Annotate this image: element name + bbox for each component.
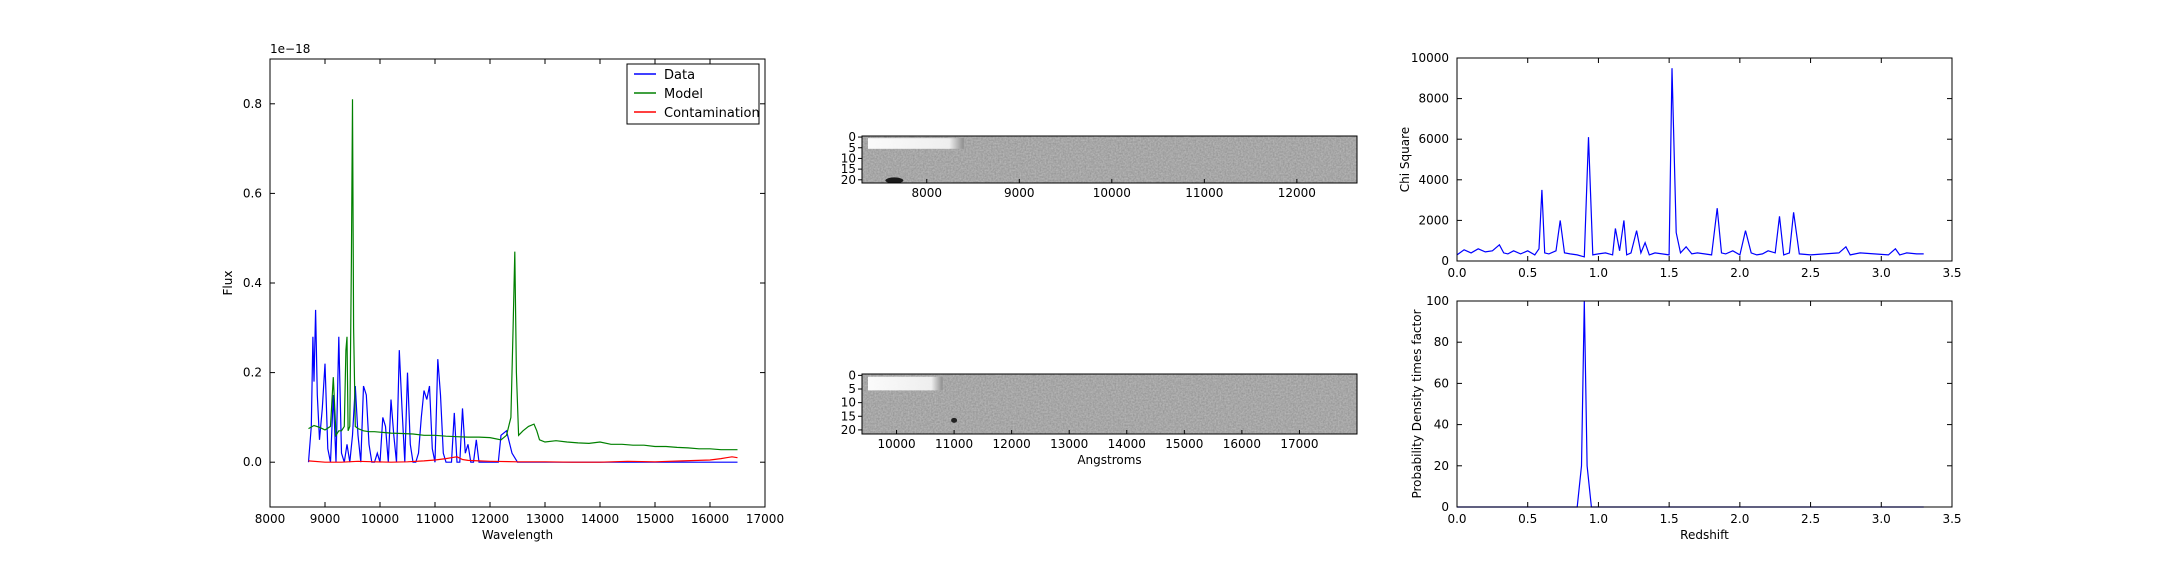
legend-label-contamination: Contamination [664, 106, 760, 121]
y-tick-label: 5 [848, 382, 856, 396]
x-tick-label: 1.5 [1660, 512, 1679, 526]
x-tick-label: 2.0 [1730, 512, 1749, 526]
x-tick-label: 11000 [416, 512, 454, 526]
y-tick-label: 2000 [1418, 213, 1449, 227]
x-tick-label: 0.0 [1447, 512, 1466, 526]
y-tick-label: 60 [1434, 376, 1449, 390]
x-tick-label: 2.5 [1801, 266, 1820, 280]
x-tick-label: 17000 [1280, 437, 1318, 451]
x-tick-label: 10000 [1093, 186, 1131, 200]
x-tick-label: 2.5 [1801, 512, 1820, 526]
legend-label-model: Model [664, 87, 703, 102]
series-line-model [308, 99, 738, 451]
2d-spectrum-bottom-panel: 10000 11000 12000 13000 14000 15000 16000 17000… [841, 368, 1358, 467]
series-line-contamination [308, 456, 738, 463]
series-line-0 [1456, 68, 1924, 258]
y-tick-label: 15 [841, 162, 856, 176]
x-tick-label: 1.0 [1589, 512, 1608, 526]
x-tick-label: 15000 [636, 512, 674, 526]
x-tick-label: 9000 [310, 512, 341, 526]
heatmap-dark-dot [951, 417, 958, 423]
x-tick-label: 16000 [1223, 437, 1261, 451]
y-tick-label: 0 [1441, 254, 1449, 268]
x-tick-label: 2.0 [1730, 266, 1749, 280]
x-tick-label: 11000 [1185, 186, 1223, 200]
legend-label-data: Data [664, 68, 695, 83]
y-tick-label: 8000 [1418, 92, 1449, 106]
plot-frame [861, 373, 1358, 435]
y-tick-label: 6000 [1418, 132, 1449, 146]
y-offset-text: 1e−18 [270, 42, 310, 56]
y-tick-label: 10 [841, 396, 856, 410]
heatmap-dark-blob [885, 177, 904, 184]
heatmap-bright-band [868, 376, 943, 391]
y-tick-label: 0.4 [243, 276, 262, 290]
legend: Data Model Contamination [626, 63, 760, 125]
y-axis-label: Chi Square [1398, 127, 1412, 192]
x-tick-label: 13000 [1050, 437, 1088, 451]
x-tick-label: 12000 [993, 437, 1031, 451]
x-tick-label: 0.5 [1518, 512, 1537, 526]
y-tick-label: 0.0 [243, 455, 262, 469]
y-tick-label: 0.8 [243, 97, 262, 111]
x-tick-label: 17000 [746, 512, 784, 526]
y-tick-label: 100 [1426, 294, 1449, 308]
y-tick-label: 20 [1434, 459, 1449, 473]
y-tick-label: 0 [848, 130, 856, 144]
chi-square-panel: 0.0 0.5 1.0 1.5 2.0 2.5 3.0 3.5 0 2000 4000 6000 800… [1398, 51, 1962, 280]
plot-frame [1456, 300, 1953, 508]
x-tick-label: 8000 [911, 186, 942, 200]
x-tick-label: 0.0 [1447, 266, 1466, 280]
x-tick-label: 14000 [1108, 437, 1146, 451]
x-tick-label: 3.0 [1872, 512, 1891, 526]
x-axis-label: Angstroms [1077, 453, 1141, 467]
x-tick-label: 10000 [361, 512, 399, 526]
x-tick-label: 1.5 [1660, 266, 1679, 280]
y-tick-label: 10000 [1411, 51, 1449, 65]
x-tick-label: 10000 [877, 437, 915, 451]
series-line-data [307, 309, 738, 463]
y-tick-label: 0.6 [243, 186, 262, 200]
plot-frame [861, 135, 1358, 184]
y-tick-label: 20 [841, 173, 856, 187]
y-tick-label: 0 [1441, 500, 1449, 514]
heatmap-bright-band [868, 138, 964, 149]
y-axis-label: Probability Density times factor [1410, 309, 1424, 498]
y-tick-label: 40 [1434, 418, 1449, 432]
x-tick-label: 8000 [255, 512, 286, 526]
x-tick-label: 9000 [1004, 186, 1035, 200]
heatmap-noise [862, 374, 1357, 434]
series-line-0 [1457, 300, 1924, 508]
y-axis-label: Flux [221, 271, 235, 296]
x-tick-label: 12000 [471, 512, 509, 526]
x-axis-label: Wavelength [482, 528, 553, 542]
y-tick-label: 15 [841, 409, 856, 423]
spectrum-panel: 8000 9000 10000 11000 12000 13000 14000 15000 16… [221, 42, 784, 542]
y-tick-label: 0.2 [243, 366, 262, 380]
y-tick-label: 5 [848, 141, 856, 155]
y-tick-label: 80 [1434, 335, 1449, 349]
y-tick-label: 0 [848, 368, 856, 382]
x-tick-label: 13000 [526, 512, 564, 526]
probability-density-panel: 0.0 0.5 1.0 1.5 2.0 2.5 3.0 3.5 0 20 40 60 80 100 Reds… [1410, 294, 1962, 542]
x-tick-label: 3.5 [1942, 512, 1961, 526]
x-tick-label: 16000 [691, 512, 729, 526]
x-tick-label: 0.5 [1518, 266, 1537, 280]
y-tick-label: 20 [841, 423, 856, 437]
x-tick-label: 1.0 [1589, 266, 1608, 280]
x-tick-label: 3.5 [1942, 266, 1961, 280]
x-tick-label: 14000 [581, 512, 619, 526]
plot-frame [1456, 57, 1953, 262]
x-tick-label: 3.0 [1872, 266, 1891, 280]
x-tick-label: 12000 [1278, 186, 1316, 200]
x-tick-label: 11000 [935, 437, 973, 451]
y-tick-label: 10 [841, 151, 856, 165]
y-tick-label: 4000 [1418, 173, 1449, 187]
x-tick-label: 15000 [1165, 437, 1203, 451]
plot-frame [269, 58, 766, 508]
x-axis-label: Redshift [1680, 528, 1729, 542]
